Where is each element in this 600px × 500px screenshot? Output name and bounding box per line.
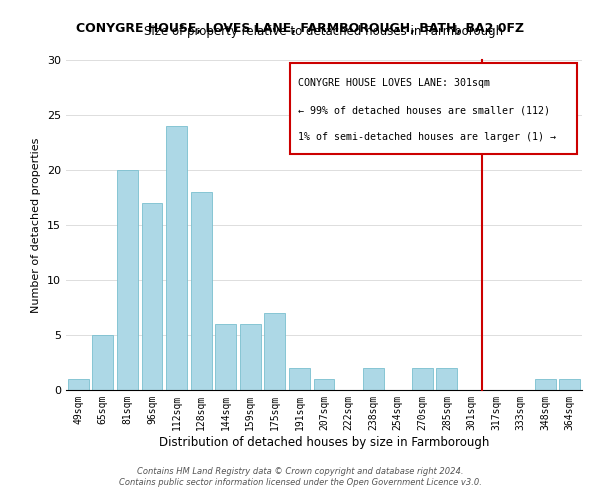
- Bar: [436, 368, 457, 390]
- Bar: [240, 324, 261, 390]
- Bar: [289, 368, 310, 390]
- Bar: [559, 379, 580, 390]
- Bar: [191, 192, 212, 390]
- Text: Contains public sector information licensed under the Open Government Licence v3: Contains public sector information licen…: [119, 478, 481, 487]
- Bar: [92, 335, 113, 390]
- FancyBboxPatch shape: [290, 64, 577, 154]
- Bar: [412, 368, 433, 390]
- Text: ← 99% of detached houses are smaller (112): ← 99% of detached houses are smaller (11…: [298, 105, 550, 115]
- Title: Size of property relative to detached houses in Farmborough: Size of property relative to detached ho…: [145, 25, 503, 38]
- Text: 1% of semi-detached houses are larger (1) →: 1% of semi-detached houses are larger (1…: [298, 132, 556, 142]
- Bar: [265, 313, 286, 390]
- Bar: [535, 379, 556, 390]
- X-axis label: Distribution of detached houses by size in Farmborough: Distribution of detached houses by size …: [159, 436, 489, 448]
- Text: CONYGRE HOUSE, LOVES LANE, FARMBOROUGH, BATH, BA2 0FZ: CONYGRE HOUSE, LOVES LANE, FARMBOROUGH, …: [76, 22, 524, 36]
- Y-axis label: Number of detached properties: Number of detached properties: [31, 138, 41, 312]
- Bar: [314, 379, 334, 390]
- Bar: [215, 324, 236, 390]
- Bar: [68, 379, 89, 390]
- Text: Contains HM Land Registry data © Crown copyright and database right 2024.: Contains HM Land Registry data © Crown c…: [137, 467, 463, 476]
- Bar: [117, 170, 138, 390]
- Text: CONYGRE HOUSE LOVES LANE: 301sqm: CONYGRE HOUSE LOVES LANE: 301sqm: [298, 78, 490, 88]
- Bar: [166, 126, 187, 390]
- Bar: [362, 368, 383, 390]
- Bar: [142, 203, 163, 390]
